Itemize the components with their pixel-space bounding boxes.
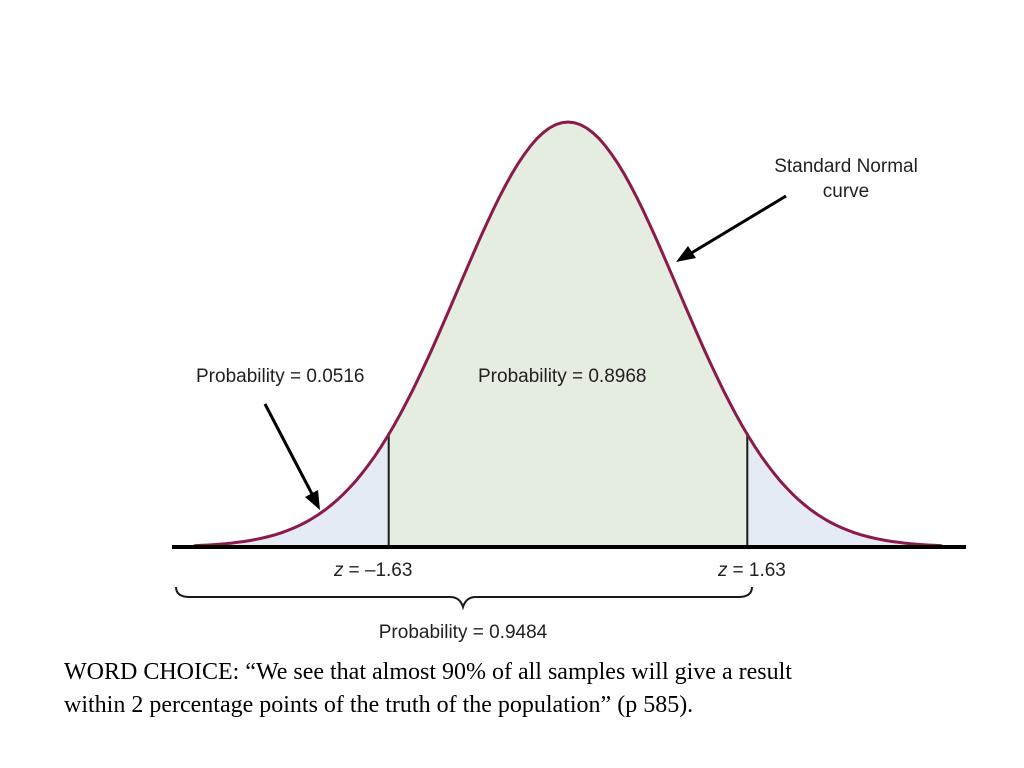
caption: WORD CHOICE: “We see that almost 90% of … xyxy=(64,656,964,722)
z-right-value: = 1.63 xyxy=(733,560,786,581)
bracket-probability-label: Probability = 0.9484 xyxy=(379,622,548,643)
standard-normal-curve xyxy=(193,120,943,548)
caption-line-1: WORD CHOICE: “We see that almost 90% of … xyxy=(64,659,792,685)
left-tail-probability-label: Probability = 0.0516 xyxy=(196,366,364,387)
center-region xyxy=(388,122,748,547)
curve-arrow xyxy=(676,194,787,262)
normal-curve-diagram: Standard Normal curve Probability = 0.05… xyxy=(172,120,966,643)
z-left-symbol: z xyxy=(333,560,344,581)
center-probability-label: Probability = 0.8968 xyxy=(478,366,646,387)
left-tail-region xyxy=(194,434,389,547)
z-left-value: = –1.63 xyxy=(349,560,413,581)
z-right-label: z = 1.63 xyxy=(717,560,786,581)
curve-label-line2: curve xyxy=(823,181,869,202)
z-right-symbol: z xyxy=(717,560,728,581)
caption-line-2: within 2 percentage points of the truth … xyxy=(64,692,694,718)
right-tail-region xyxy=(747,434,942,547)
z-left-label: z = –1.63 xyxy=(333,560,412,581)
curve-label-line1: Standard Normal xyxy=(774,156,918,177)
left-tail-arrow xyxy=(263,403,320,510)
range-bracket xyxy=(175,586,753,611)
